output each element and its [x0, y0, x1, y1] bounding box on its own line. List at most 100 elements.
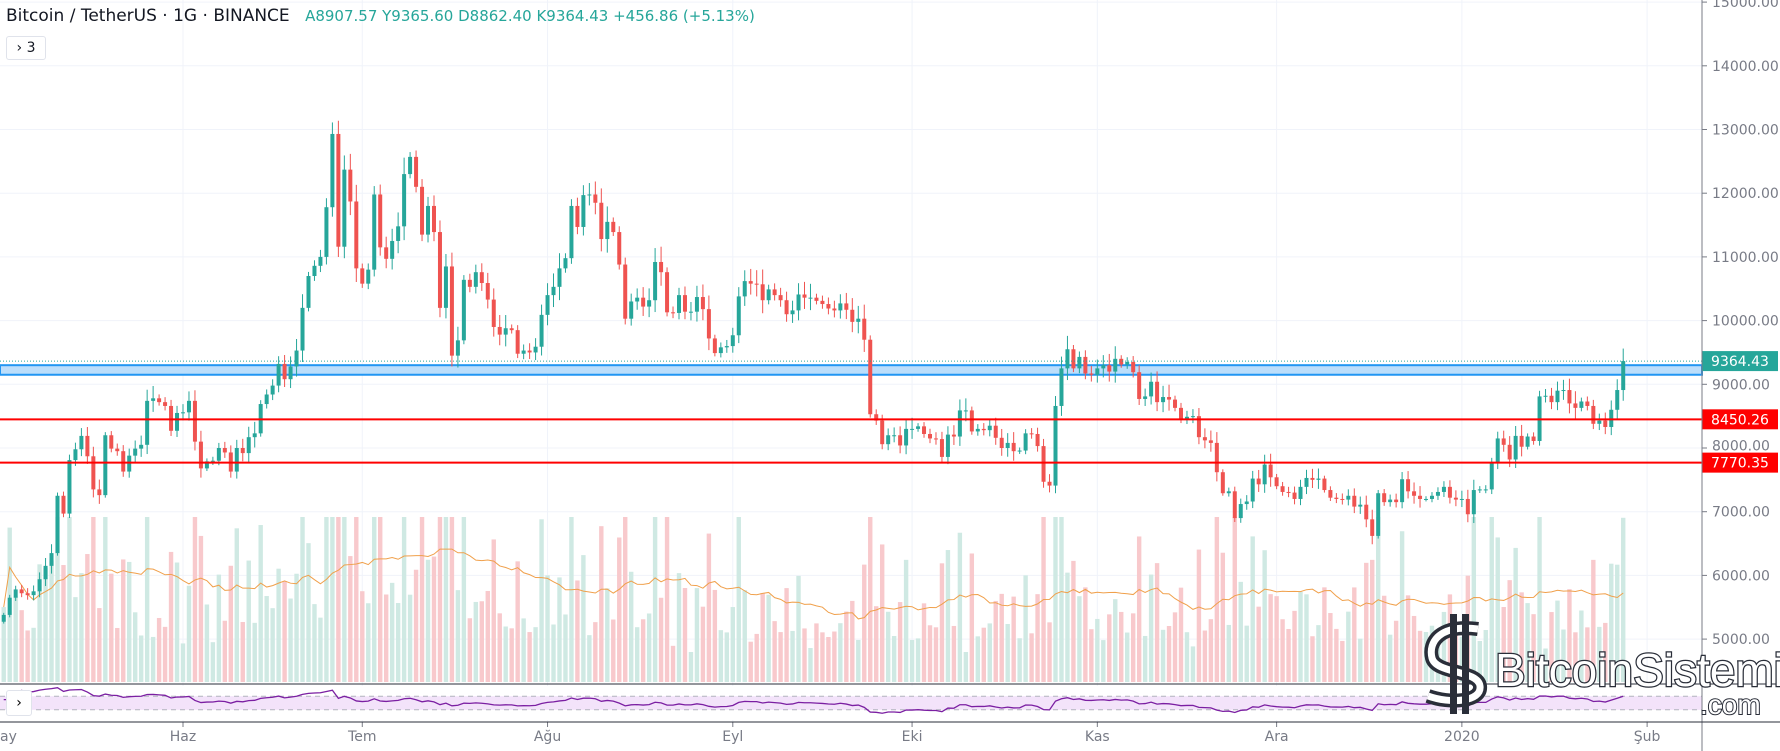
volume-bar — [1316, 625, 1321, 682]
symbol-title[interactable]: Bitcoin / TetherUS · 1G · BINANCE — [6, 6, 290, 26]
candle-body — [1543, 395, 1548, 397]
volume-bar — [646, 613, 652, 682]
candle-body — [497, 326, 502, 335]
volume-bar — [545, 575, 550, 682]
candle-body — [49, 553, 54, 566]
volume-bar — [1178, 587, 1184, 682]
volume-bar — [1531, 614, 1536, 682]
candle-body — [396, 226, 401, 241]
candle-body — [133, 448, 138, 456]
x-tick-label: Haz — [170, 729, 196, 745]
volume-bar — [1615, 564, 1620, 682]
volume-bar — [515, 561, 520, 682]
candle-body — [420, 186, 425, 235]
candle-body — [330, 133, 335, 208]
candle-body — [766, 289, 771, 301]
candle-body — [186, 400, 191, 413]
candle-body — [557, 268, 562, 287]
y-tick-label: 10000.00 — [1712, 314, 1779, 330]
volume-bar — [324, 517, 329, 682]
volume-bar — [927, 625, 933, 682]
candle-body — [204, 461, 209, 469]
candle-body — [461, 279, 466, 341]
volume-bar — [640, 619, 646, 682]
x-tick-label: Kas — [1085, 729, 1110, 745]
candle-body — [1232, 491, 1237, 519]
volume-bar — [348, 556, 353, 682]
candle-body — [533, 346, 538, 353]
volume-bar — [634, 627, 640, 682]
candle-body — [1322, 478, 1327, 491]
candle-body — [151, 398, 156, 401]
rsi-expand-button[interactable]: › — [6, 690, 32, 716]
candle-body — [1597, 420, 1602, 424]
candle-body — [1244, 501, 1249, 505]
volume-bar — [891, 636, 897, 682]
candle-body — [802, 294, 807, 298]
candle-body — [563, 258, 568, 269]
volume-bar — [300, 517, 305, 682]
volume-bar — [850, 600, 855, 682]
candle-body — [390, 240, 395, 259]
candle-body — [1190, 416, 1195, 418]
candle-body — [856, 318, 861, 322]
volume-bar — [1501, 607, 1506, 682]
candle-body — [892, 435, 897, 437]
candle-body — [575, 205, 580, 227]
candle-body — [886, 435, 891, 445]
volume-bar — [563, 614, 568, 682]
volume-bar — [366, 603, 371, 682]
candle-body — [796, 294, 801, 311]
indicators-toggle-button[interactable]: › 3 — [6, 36, 46, 60]
volume-bar — [276, 568, 281, 682]
volume-bar — [652, 517, 658, 682]
volume-bar — [700, 606, 706, 682]
candle-body — [1394, 499, 1399, 503]
candle-body — [957, 410, 962, 437]
volume-bar — [790, 630, 795, 682]
candle-body — [945, 434, 950, 457]
volume-bar — [593, 622, 598, 682]
candle-body — [270, 385, 275, 395]
volume-bar — [186, 585, 192, 682]
support-price-label: 8450.26 — [1711, 412, 1769, 428]
x-tick-label: Tem — [347, 729, 376, 745]
candle-body — [724, 346, 729, 348]
candle-body — [1418, 495, 1423, 499]
candle-body — [706, 309, 711, 339]
candle-body — [778, 295, 783, 301]
volume-bar — [658, 597, 664, 682]
candle-body — [1071, 349, 1076, 369]
volume-bar — [569, 517, 574, 682]
volume-bar — [1322, 587, 1327, 682]
volume-bar — [712, 589, 718, 682]
candle-body — [1184, 416, 1189, 419]
volume-bar — [975, 636, 981, 682]
candle-body — [665, 272, 670, 313]
volume-bar — [1280, 619, 1285, 682]
candle-body — [145, 400, 150, 445]
support-price-tag — [1702, 409, 1778, 430]
volume-bar — [539, 519, 544, 682]
volume-ma — [3, 548, 1624, 620]
volume-bar — [611, 619, 616, 682]
candle-body — [605, 221, 610, 240]
volume-bar — [617, 537, 622, 682]
volume-bar — [1172, 612, 1178, 682]
volume-bar — [168, 551, 174, 682]
volume-bar — [1603, 622, 1608, 682]
volume-bar — [413, 569, 419, 682]
volume-bar — [1411, 615, 1417, 682]
candle-body — [216, 448, 221, 461]
candle-body — [1298, 486, 1303, 499]
volume-bar — [282, 581, 287, 682]
volume-bar — [1286, 628, 1291, 682]
volume-bar — [1555, 600, 1560, 682]
volume-bar — [383, 594, 389, 682]
volume-bar — [1238, 581, 1243, 682]
candle-body — [1465, 498, 1470, 515]
volume-bar — [1029, 633, 1034, 682]
candle-body — [1005, 442, 1010, 448]
